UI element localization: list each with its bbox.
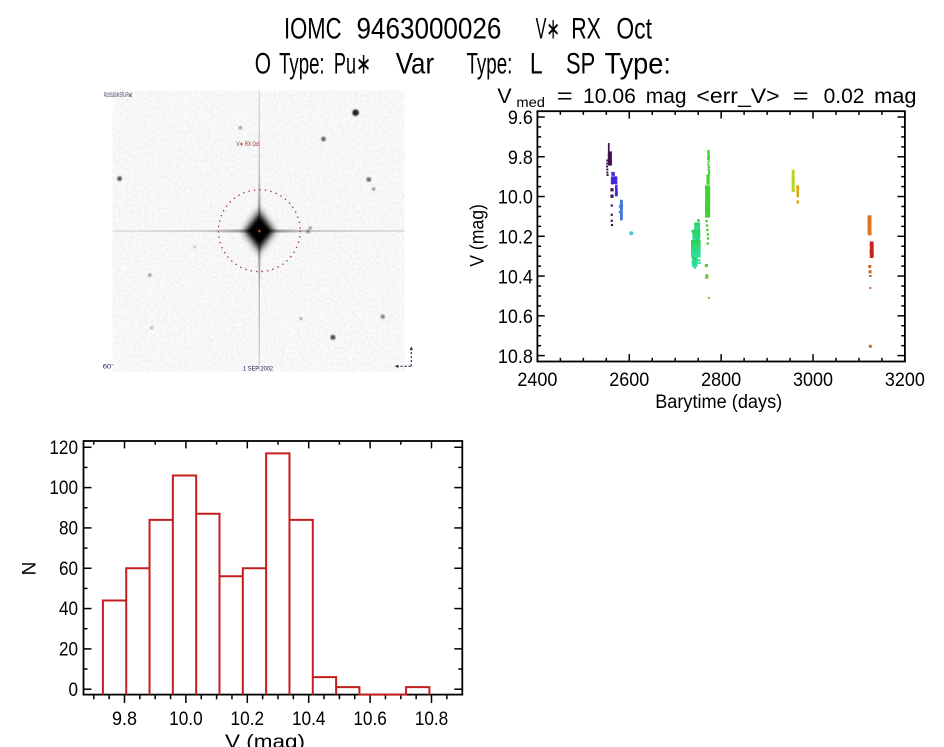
svg-text:10.0: 10.0 [498,188,533,209]
svg-text:=: = [557,84,573,108]
svg-text:0.02: 0.02 [824,84,865,108]
svg-text:IOMC: IOMC [284,13,342,46]
svg-text:mag: mag [874,84,917,108]
svg-text:60: 60 [59,559,78,580]
svg-text:10.6: 10.6 [353,709,387,730]
svg-text:10.2: 10.2 [231,709,265,730]
svg-text:O: O [255,48,271,81]
svg-text:mag: mag [646,84,687,108]
svg-text:10.0: 10.0 [169,709,203,730]
svg-text:10.6: 10.6 [498,307,533,328]
svg-text:120: 120 [49,438,78,459]
svg-text:=: = [793,84,809,108]
svg-text:Oct: Oct [616,13,652,46]
svg-text:V∗: V∗ [536,13,560,46]
svg-text:9.6: 9.6 [508,108,533,129]
svg-text:L: L [530,48,543,81]
svg-text:9.8: 9.8 [508,148,533,169]
svg-text:10.2: 10.2 [498,228,533,249]
svg-text:V: V [497,84,512,108]
svg-text:0: 0 [69,680,79,701]
svg-text:1 SEP 2002: 1 SEP 2002 [243,367,274,373]
svg-text:20: 20 [59,639,78,660]
svg-text:Type:: Type: [467,48,513,81]
svg-text:V (mag): V (mag) [225,732,305,747]
svg-text:2800: 2800 [701,370,741,391]
svg-text:N: N [20,562,41,576]
svg-text:Pu∗: Pu∗ [334,48,371,81]
svg-text:10.06: 10.06 [583,84,636,108]
svg-text:80: 80 [59,519,78,540]
svg-text:3200: 3200 [885,370,925,391]
svg-text:3000: 3000 [793,370,833,391]
svg-text:V (mag): V (mag) [467,204,488,267]
svg-text:9.8: 9.8 [112,709,137,730]
svg-text:Barytime (days): Barytime (days) [655,392,782,413]
svg-text:SP: SP [566,48,595,81]
svg-text:Var: Var [396,48,435,81]
svg-text:10.4: 10.4 [292,709,326,730]
svg-text:100: 100 [49,478,78,499]
svg-text:<err_V>: <err_V> [696,84,779,108]
svg-text:Type:: Type: [279,48,325,81]
svg-text:med: med [516,95,545,110]
svg-text:10.8: 10.8 [498,347,533,368]
svg-text:60': 60' [103,365,113,371]
svg-text:POSS2/UKSTU Red: POSS2/UKSTU Red [104,93,133,99]
svg-text:RX: RX [571,13,601,46]
svg-text:10.4: 10.4 [498,267,533,288]
svg-text:Type:: Type: [605,48,671,81]
svg-text:9463000026: 9463000026 [357,13,502,46]
svg-text:10.8: 10.8 [415,709,449,730]
svg-text:V∗ RX Oct: V∗ RX Oct [237,141,260,148]
svg-text:2400: 2400 [517,370,557,391]
svg-text:2600: 2600 [609,370,649,391]
svg-text:40: 40 [59,599,78,620]
